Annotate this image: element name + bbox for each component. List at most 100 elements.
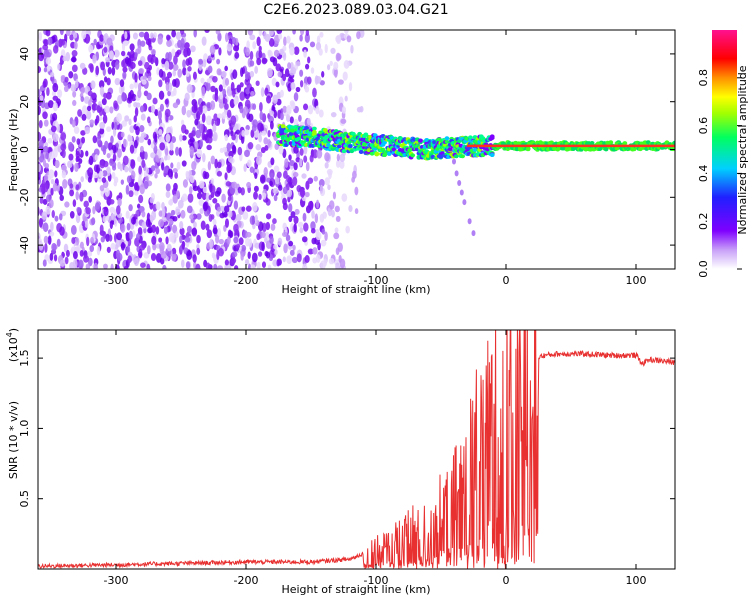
- spectrogram-speckle: [140, 132, 147, 139]
- spectrogram-speckle: [79, 241, 84, 249]
- spectrogram-speckle: [242, 211, 249, 220]
- spectrogram-speckle: [318, 179, 325, 187]
- spectrogram-speckle: [340, 118, 347, 124]
- spectrogram-speckle: [161, 162, 165, 171]
- spectrogram-speckle: [279, 48, 284, 55]
- spectrogram-speckle: [164, 98, 169, 105]
- spectrogram-speckle: [75, 191, 79, 201]
- spectrogram-speckle: [116, 232, 123, 241]
- spectrogram-speckle: [249, 166, 255, 173]
- spectrogram-speckle: [266, 95, 272, 104]
- spectrogram-speckle: [38, 105, 41, 116]
- spectrogram-speckle: [207, 65, 213, 74]
- spectrogram-speckle: [119, 79, 125, 88]
- spectrogram-speckle: [282, 73, 287, 82]
- spectrogram-speckle: [81, 30, 87, 40]
- spectrogram-speckle: [83, 96, 90, 104]
- spectrogram-speckle: [282, 231, 288, 238]
- spectrogram-speckle: [285, 234, 291, 242]
- spectrogram-speckle: [125, 210, 130, 219]
- spectrogram-speckle: [217, 206, 221, 212]
- spectrogram-speckle: [198, 58, 204, 65]
- spectrogram-speckle: [152, 32, 158, 39]
- spectrogram-speckle: [87, 167, 94, 178]
- spectrogram-speckle: [341, 193, 348, 202]
- spectrogram-speckle: [310, 67, 315, 74]
- spectrogram-speckle: [239, 91, 246, 101]
- spectrogram-speckle: [137, 60, 143, 67]
- spectrogram-speckle: [124, 115, 130, 122]
- spectrogram-speckle: [167, 51, 172, 62]
- colorbar-tick-label: 0.4: [697, 165, 710, 183]
- spectrogram-speckle: [318, 48, 323, 56]
- spectrogram-speckle: [202, 152, 206, 163]
- spectrogram-speckle: [151, 235, 157, 245]
- spectrogram-speckle: [303, 144, 308, 155]
- spectrogram-speckle: [198, 199, 205, 207]
- spectrogram-speckle: [235, 213, 242, 222]
- spectrogram-speckle: [155, 226, 160, 235]
- spectrogram-speckle: [116, 112, 122, 123]
- spectrogram-speckle: [189, 146, 195, 156]
- spectrogram-speckle: [130, 170, 136, 180]
- spectrogram-speckle: [133, 115, 137, 123]
- spectrogram-speckle: [84, 220, 89, 228]
- colorbar-ticks: 0.0 0.2 0.4 0.6 0.8: [697, 69, 742, 278]
- spectrogram-speckle: [120, 179, 125, 185]
- spectrogram-speckle: [42, 222, 49, 233]
- spectrogram-speckle: [165, 236, 169, 245]
- spectrogram-speckle: [312, 87, 317, 98]
- spectrogram-speckle: [155, 167, 160, 175]
- spectrogram-ytick-label: 0: [18, 146, 31, 153]
- spectrogram-speckle: [187, 66, 192, 72]
- spectrogram-speckle: [157, 35, 163, 45]
- spectrogram-speckle: [113, 180, 118, 187]
- spectrogram-speckle: [172, 78, 177, 87]
- spectrogram-speckle: [48, 169, 55, 179]
- spectrogram-speckle: [275, 63, 282, 72]
- spectrogram-speckle: [145, 218, 151, 228]
- spectrogram-speckle: [64, 201, 70, 208]
- spectrogram-speckle: [282, 186, 288, 195]
- spectrogram-speckle: [43, 145, 49, 153]
- spectrogram-speckle: [158, 110, 162, 121]
- spectrogram-speckle: [221, 193, 226, 203]
- signal-band-mark: [410, 153, 416, 158]
- spectrogram-speckle: [310, 221, 316, 231]
- spectrogram-speckle: [88, 155, 94, 166]
- spectrogram-speckle: [310, 228, 316, 234]
- spectrogram-speckle: [52, 112, 58, 122]
- spectrogram-speckle: [164, 155, 168, 161]
- spectrogram-speckle: [124, 56, 130, 65]
- spectrogram-speckle: [131, 216, 137, 225]
- spectrogram-speckle: [215, 30, 221, 35]
- spectrogram-speckle: [42, 259, 47, 267]
- spectrogram-speckle: [339, 160, 345, 169]
- signal-band-mark: [304, 126, 309, 131]
- spectrogram-speckle: [314, 213, 319, 224]
- spectrogram-speckle: [106, 246, 111, 253]
- spectrogram-speckle: [143, 180, 149, 189]
- spectrogram-speckle: [106, 77, 111, 86]
- spectrogram-speckle: [205, 192, 210, 202]
- spectrogram-speckle: [113, 102, 118, 110]
- spectrogram-speckle: [299, 227, 304, 234]
- spectrogram-speckle: [269, 235, 274, 245]
- spectrogram-speckle: [75, 79, 79, 89]
- spectrogram-speckle: [172, 168, 178, 174]
- spectrogram-speckle: [293, 46, 300, 56]
- spectrogram-speckle: [250, 129, 255, 138]
- spectrogram-speckle: [133, 257, 139, 267]
- spectrogram-speckle: [333, 61, 339, 70]
- spectrogram-speckle: [292, 171, 299, 178]
- spectrogram-speckle: [128, 118, 132, 126]
- spectrogram-speckle: [47, 36, 53, 46]
- spectrogram-speckle: [80, 130, 86, 136]
- spectrogram-speckle: [301, 236, 308, 243]
- spectrogram-speckle: [239, 105, 244, 114]
- chart-title: C2E6.2023.089.03.04.G21: [263, 2, 448, 18]
- spectrogram-speckle: [92, 135, 97, 144]
- spectrogram-speckle: [86, 105, 92, 112]
- spectrogram-xtick-label: -300: [104, 274, 129, 287]
- spectrogram-speckle: [205, 223, 210, 231]
